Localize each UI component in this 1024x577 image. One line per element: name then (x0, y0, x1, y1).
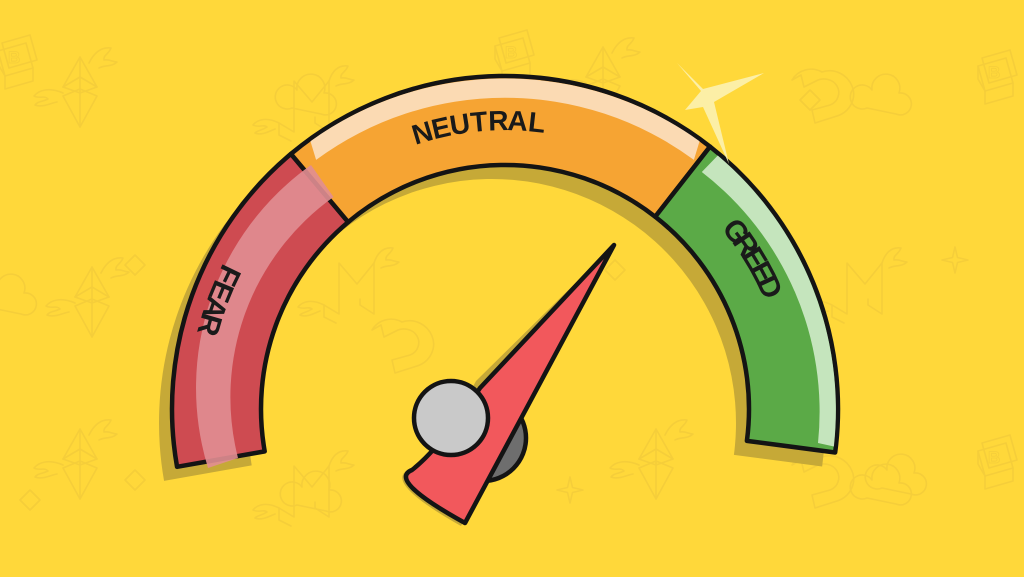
svg-text:A: A (507, 105, 529, 137)
svg-text:R: R (488, 105, 509, 136)
svg-text:L: L (527, 106, 547, 139)
svg-text:T: T (469, 106, 489, 138)
